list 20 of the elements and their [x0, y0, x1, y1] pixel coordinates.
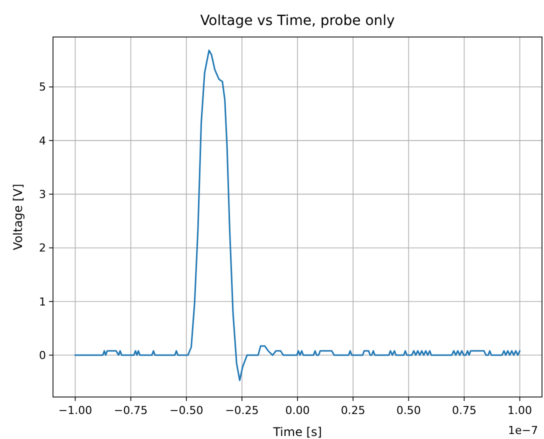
x-tick-label: −1.00 [58, 404, 92, 417]
line-series [74, 50, 521, 382]
y-tick-label: 1 [39, 295, 46, 308]
x-axis-title: Time [s] [272, 425, 322, 439]
y-tick-label: 4 [39, 134, 46, 148]
x-tick-label: 1.00 [508, 404, 532, 417]
y-tick-label: 3 [39, 188, 46, 202]
chart-title: Voltage vs Time, probe only [200, 13, 395, 29]
x-tick-label: 0.50 [396, 404, 421, 417]
x-tick-label: −0.75 [114, 404, 148, 417]
y-tick-label: 0 [39, 349, 46, 362]
x-tick-label: 0.00 [285, 404, 310, 417]
y-tick-label: 2 [39, 242, 46, 255]
y-tick-label: 5 [39, 80, 46, 94]
x-tick-label: −0.25 [225, 404, 259, 417]
x-tick-label: 0.75 [452, 404, 476, 417]
text: 1e−7 [508, 424, 538, 437]
y-axis-title: Voltage [V] [11, 184, 25, 250]
x-tick-label: −0.50 [170, 404, 204, 417]
x-tick-label: 0.25 [340, 404, 366, 417]
